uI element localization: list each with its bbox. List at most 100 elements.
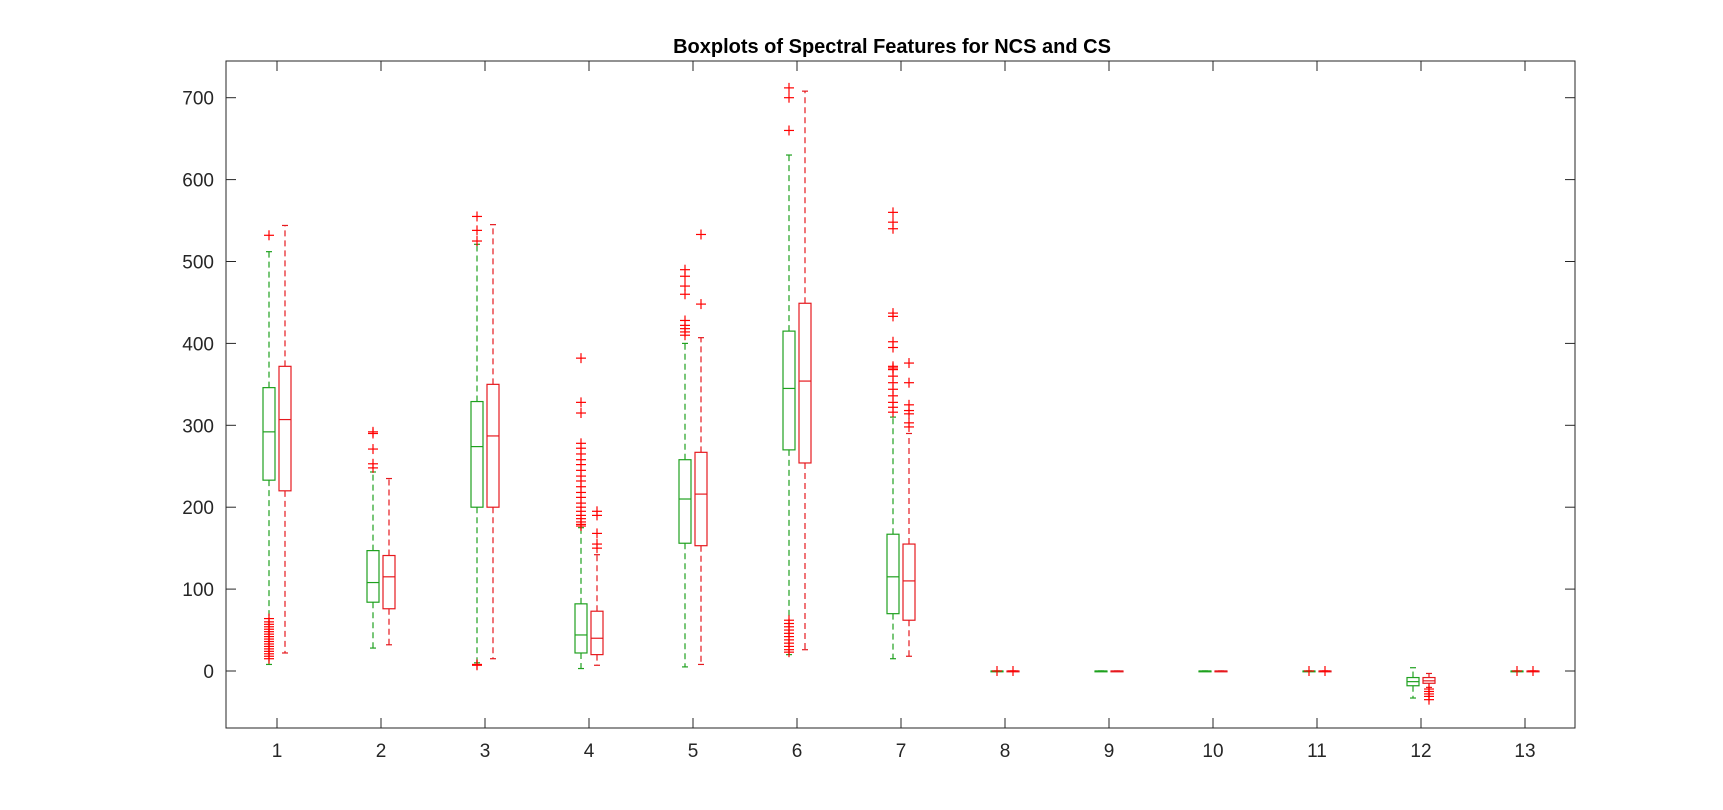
box-red-5 — [694, 229, 708, 666]
box-green-5 — [678, 264, 692, 668]
outlier-marker — [576, 408, 586, 419]
outlier-marker — [904, 358, 914, 369]
chart-title: Boxplots of Spectral Features for NCS an… — [673, 36, 1111, 58]
box-green-2 — [366, 426, 380, 649]
box-green-12 — [1406, 667, 1420, 699]
outlier-marker — [1304, 666, 1314, 676]
box-red-4 — [590, 506, 604, 666]
x-tick-label: 11 — [1307, 741, 1327, 762]
outlier-marker — [592, 528, 602, 539]
outlier-marker — [680, 271, 690, 282]
box-red-1 — [278, 224, 292, 654]
y-tick-label: 300 — [182, 416, 214, 437]
box-green-9 — [1094, 670, 1108, 673]
iqr-box — [486, 383, 500, 508]
box-red-6 — [798, 90, 812, 651]
box-red-2 — [382, 477, 396, 646]
outlier-marker — [888, 223, 898, 234]
outlier-marker — [680, 289, 690, 300]
iqr-box — [366, 550, 380, 603]
outlier-marker — [784, 82, 794, 93]
box-red-10 — [1214, 670, 1228, 673]
outlier-marker — [576, 397, 586, 408]
x-tick-label: 6 — [792, 741, 803, 762]
iqr-box — [798, 302, 812, 464]
iqr-box — [678, 459, 692, 544]
x-tick-label: 3 — [480, 741, 491, 762]
box-red-8 — [1006, 666, 1020, 676]
box-green-13 — [1510, 666, 1524, 676]
outlier-marker — [1008, 666, 1018, 676]
outlier-marker — [592, 510, 602, 521]
outlier-marker — [576, 521, 586, 532]
box-green-1 — [262, 230, 276, 666]
outlier-marker — [680, 330, 690, 341]
y-tick-label: 0 — [203, 662, 214, 683]
outlier-marker — [592, 543, 602, 554]
x-tick-label: 1 — [272, 741, 283, 762]
x-tick-label: 4 — [584, 741, 595, 762]
box-green-4 — [574, 353, 588, 670]
outlier-marker — [992, 666, 1002, 676]
outlier-marker — [888, 407, 898, 418]
x-tick-label: 7 — [896, 741, 907, 762]
outlier-marker — [368, 444, 378, 455]
box-red-13 — [1526, 666, 1540, 676]
outlier-marker — [368, 428, 378, 439]
plot-area — [225, 60, 1576, 729]
iqr-box — [278, 365, 292, 492]
iqr-box — [470, 400, 484, 508]
y-tick-label: 500 — [182, 253, 214, 274]
outlier-marker — [888, 311, 898, 322]
iqr-box — [262, 387, 276, 481]
outlier-marker — [472, 225, 482, 236]
outlier-marker — [888, 207, 898, 218]
box-green-11 — [1302, 666, 1316, 676]
iqr-box — [382, 554, 396, 610]
outlier-marker — [1528, 666, 1538, 676]
iqr-box — [886, 533, 900, 615]
box-series — [262, 82, 1540, 705]
y-tick-label: 600 — [182, 171, 214, 192]
outlier-marker — [696, 299, 706, 310]
y-tick-label: 100 — [182, 580, 214, 601]
outlier-marker — [472, 660, 482, 671]
y-tick-label: 700 — [182, 89, 214, 110]
outlier-marker — [696, 229, 706, 240]
box-red-12 — [1422, 672, 1436, 705]
outlier-marker — [472, 211, 482, 222]
outlier-marker — [784, 125, 794, 136]
outlier-marker — [264, 653, 274, 664]
outlier-marker — [1512, 666, 1522, 676]
outlier-marker — [1320, 666, 1330, 676]
outlier-marker — [904, 408, 914, 419]
x-tick-label: 8 — [1000, 741, 1011, 762]
iqr-box — [574, 603, 588, 654]
iqr-box — [590, 610, 604, 656]
outlier-marker — [784, 92, 794, 103]
box-green-10 — [1198, 670, 1212, 673]
box-red-9 — [1110, 670, 1124, 673]
box-green-8 — [990, 666, 1004, 676]
box-red-11 — [1318, 666, 1332, 676]
outlier-marker — [264, 230, 274, 241]
box-green-3 — [470, 211, 484, 671]
iqr-box — [694, 451, 708, 547]
box-green-6 — [782, 82, 796, 658]
outlier-marker — [1424, 694, 1434, 705]
x-tick-label: 13 — [1514, 741, 1535, 762]
x-tick-label: 9 — [1104, 741, 1115, 762]
x-tick-label: 5 — [688, 741, 699, 762]
outlier-marker — [904, 421, 914, 432]
x-tick-label: 2 — [376, 741, 387, 762]
outlier-marker — [904, 377, 914, 388]
box-red-7 — [902, 358, 916, 657]
x-tick-label: 12 — [1410, 741, 1431, 762]
outlier-marker — [888, 342, 898, 353]
y-tick-label: 200 — [182, 498, 214, 519]
iqr-box — [782, 330, 796, 451]
x-tick-label: 10 — [1202, 741, 1223, 762]
outlier-marker — [368, 462, 378, 473]
